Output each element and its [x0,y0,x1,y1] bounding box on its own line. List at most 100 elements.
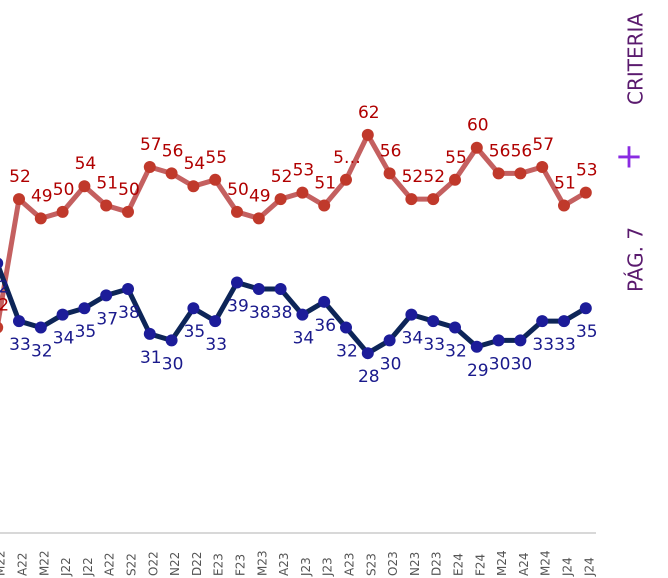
data-point [383,167,396,180]
data-label: 33 [532,335,554,355]
data-label: 56 [380,141,402,161]
data-label: 62 [358,103,380,123]
data-label: 35 [184,322,206,342]
data-point [0,257,4,269]
x-tick-label: A24 [517,553,531,576]
data-label: 55 [445,148,467,168]
data-point [558,315,570,328]
data-point [187,180,200,193]
data-label: 36 [314,316,336,336]
data-label: 30 [380,354,402,374]
x-tick-label: J24 [582,557,596,577]
data-point [209,173,222,186]
data-label: 50 [227,180,249,200]
data-label: 34 [293,329,315,349]
data-point [274,193,287,206]
data-label: 52 [402,167,424,187]
data-point [340,173,352,186]
data-point [296,308,309,321]
data-label: 32 [445,342,467,362]
data-point [427,193,440,206]
data-point [492,167,505,180]
data-point [252,282,265,295]
data-point [209,315,222,328]
data-point [0,322,4,333]
data-label: 50 [53,180,75,200]
data-label: 33 [423,335,445,355]
page-number: PÁG. 7 [624,227,648,292]
data-label: 33 [205,335,227,355]
data-label: 53 [576,161,598,181]
data-point [274,282,287,295]
data-label: 55 [205,148,227,168]
data-label: 33 [9,335,31,355]
x-tick-label: N23 [408,552,422,576]
data-point [296,186,309,199]
data-point [514,167,527,180]
data-point [231,276,243,289]
data-label: 38 [249,303,271,323]
data-label: 30 [162,354,184,374]
x-tick-label: D23 [430,551,444,576]
data-label: 30 [489,354,511,374]
data-point [405,308,418,321]
brand-text: CRITERIA [624,13,648,105]
x-tick-label: J24 [561,557,575,577]
x-tick-label: A23 [277,553,291,576]
data-label: 54 [184,154,206,174]
data-point [187,302,200,315]
x-tick-label: E23 [212,553,226,576]
data-label: 53 [293,161,315,181]
data-point [449,321,461,334]
data-label: 51 [96,173,118,193]
data-label: 42 [0,277,9,297]
data-point [13,315,25,328]
x-tick-label: N22 [168,552,182,576]
x-tick-label: O23 [386,551,400,576]
data-label: 57 [532,135,554,155]
data-label: 56 [511,141,533,161]
data-label: 35 [576,322,598,342]
data-label: 38 [271,303,293,323]
data-label: 35 [75,322,97,342]
data-point [56,308,69,321]
x-tick-label: S22 [125,553,139,576]
data-label: 56 [162,141,184,161]
data-label: 52 [271,167,293,187]
data-point [470,340,483,353]
x-tick-label: M24 [495,550,509,576]
data-point [143,327,156,340]
series-line [0,263,588,356]
data-point [78,180,91,193]
data-point [122,282,134,295]
x-tick-label: J23 [321,557,335,577]
x-tick-label: D22 [190,551,204,576]
x-tick-label: A23 [343,553,357,576]
data-point [252,212,265,225]
data-point [579,186,592,199]
data-label: 49 [31,186,53,206]
data-point [318,295,331,308]
data-label: 32 [336,342,358,362]
data-point [361,347,374,360]
data-point [449,173,461,186]
data-label: 56 [489,141,511,161]
data-point [231,205,243,218]
data-point [165,334,178,347]
x-tick-label: J22 [59,557,73,577]
data-point [78,302,91,315]
data-point [492,334,505,347]
data-point [427,315,440,328]
data-point [383,334,396,347]
data-label: 5… [333,148,361,168]
x-tick-label: S23 [364,553,378,576]
x-tick-label: F24 [473,554,487,576]
data-point [143,160,156,173]
data-point [34,212,47,225]
x-tick-label: J23 [299,557,313,577]
data-point [558,199,570,212]
data-label: 32 [0,296,9,316]
data-point [100,199,113,212]
data-point [165,167,178,180]
